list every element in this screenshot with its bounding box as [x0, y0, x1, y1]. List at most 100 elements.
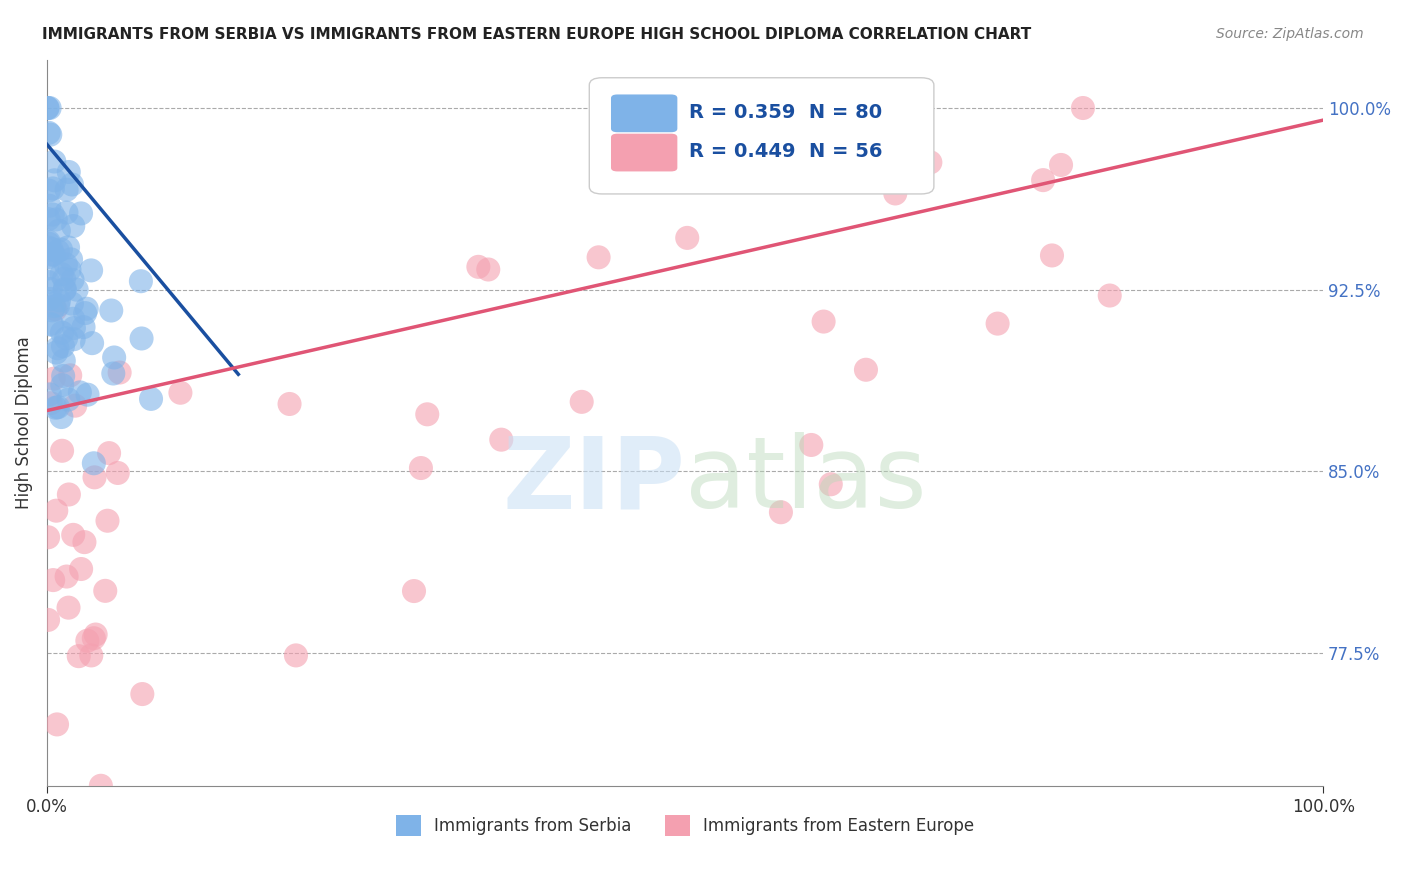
Point	[83, 632, 105, 646]
Text: IMMIGRANTS FROM SERBIA VS IMMIGRANTS FROM EASTERN EUROPE HIGH SCHOOL DIPLOMA COR: IMMIGRANTS FROM SERBIA VS IMMIGRANTS FRO…	[42, 27, 1032, 42]
Point	[90, 779, 112, 793]
Point	[131, 687, 153, 701]
Point	[62, 528, 84, 542]
Text: R = 0.359  N = 80: R = 0.359 N = 80	[689, 103, 882, 122]
Point	[38, 235, 60, 249]
Point	[58, 600, 80, 615]
Point	[70, 562, 93, 576]
Point	[1050, 158, 1073, 172]
Point	[62, 311, 84, 326]
Point	[45, 345, 67, 359]
Point	[51, 326, 73, 340]
Point	[41, 242, 63, 256]
Point	[1071, 101, 1094, 115]
Point	[76, 387, 98, 401]
Point	[131, 331, 153, 345]
Point	[60, 296, 83, 310]
Point	[66, 283, 89, 297]
Point	[53, 272, 76, 286]
Point	[52, 339, 75, 353]
Point	[920, 155, 942, 169]
Point	[51, 267, 73, 281]
Point	[72, 320, 94, 334]
Point	[73, 535, 96, 549]
Point	[52, 353, 75, 368]
Point	[39, 317, 62, 331]
Point	[491, 433, 513, 447]
Point	[100, 303, 122, 318]
FancyBboxPatch shape	[612, 134, 678, 171]
Point	[855, 363, 877, 377]
Point	[813, 315, 835, 329]
Point	[62, 273, 84, 287]
Point	[45, 504, 67, 518]
Point	[55, 183, 77, 197]
Point	[55, 331, 77, 345]
Point	[46, 244, 69, 259]
Point	[41, 303, 63, 318]
Point	[37, 212, 59, 227]
Point	[713, 136, 735, 151]
Point	[83, 456, 105, 470]
Point	[55, 569, 77, 583]
Text: Source: ZipAtlas.com: Source: ZipAtlas.com	[1216, 27, 1364, 41]
Point	[58, 487, 80, 501]
Point	[39, 128, 62, 142]
Point	[45, 302, 67, 317]
Point	[76, 301, 98, 316]
Point	[48, 293, 70, 308]
Point	[70, 206, 93, 220]
Point	[37, 275, 59, 289]
Point	[108, 366, 131, 380]
Point	[35, 261, 58, 276]
Text: ZIP: ZIP	[502, 433, 685, 529]
Point	[800, 438, 823, 452]
Text: R = 0.449  N = 56: R = 0.449 N = 56	[689, 143, 883, 161]
Point	[1098, 288, 1121, 302]
Point	[53, 282, 76, 296]
Point	[409, 461, 432, 475]
Point	[83, 470, 105, 484]
Point	[53, 283, 76, 297]
Point	[467, 260, 489, 274]
Point	[84, 627, 107, 641]
Point	[46, 341, 69, 355]
Point	[42, 573, 65, 587]
Point	[63, 321, 86, 335]
Point	[38, 250, 60, 264]
Point	[69, 385, 91, 400]
Point	[67, 649, 90, 664]
Point	[51, 378, 73, 392]
Point	[42, 208, 65, 222]
Point	[402, 584, 425, 599]
Text: atlas: atlas	[685, 433, 927, 529]
Point	[769, 505, 792, 519]
Point	[45, 212, 67, 227]
Point	[139, 392, 162, 406]
Point	[129, 274, 152, 288]
Point	[51, 410, 73, 425]
Point	[46, 717, 69, 731]
Point	[98, 446, 121, 460]
Point	[51, 443, 73, 458]
Point	[52, 369, 75, 384]
Point	[39, 396, 62, 410]
Point	[60, 252, 83, 267]
Legend: Immigrants from Serbia, Immigrants from Eastern Europe: Immigrants from Serbia, Immigrants from …	[395, 815, 974, 836]
Point	[820, 477, 842, 491]
Point	[75, 306, 97, 320]
Point	[37, 236, 59, 251]
Point	[169, 385, 191, 400]
Point	[38, 126, 60, 140]
Point	[58, 392, 80, 407]
Point	[39, 292, 62, 306]
FancyBboxPatch shape	[589, 78, 934, 194]
Point	[37, 101, 59, 115]
Point	[59, 368, 82, 383]
Point	[1040, 248, 1063, 262]
Point	[55, 205, 77, 219]
Point	[58, 262, 80, 277]
FancyBboxPatch shape	[612, 95, 678, 132]
Point	[44, 154, 66, 169]
Point	[987, 317, 1010, 331]
